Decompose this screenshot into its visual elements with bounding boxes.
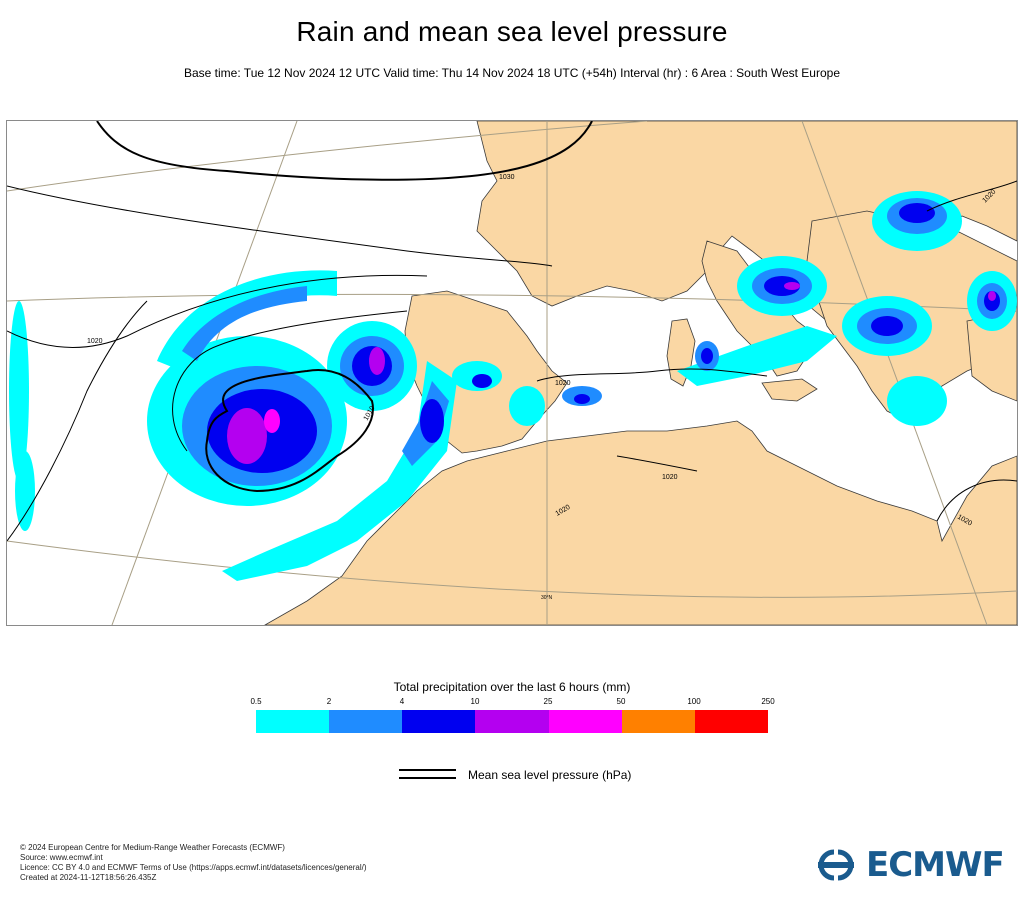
legend-tick: 25 [543,697,553,706]
isobar-label: 1020 [87,338,103,345]
map-panel[interactable]: 1030 1020 1020 1010 1020 1020 1020 1020 … [6,120,1018,626]
legend-title: Total precipitation over the last 6 hour… [393,680,631,694]
footer-line: Created at 2024-11-12T18:56:26.435Z [20,873,157,882]
legend-colorbar [256,710,768,733]
chart-title: Rain and mean sea level pressure [296,16,728,47]
legend-swatch [694,710,768,733]
footer-line: Licence: CC BY 4.0 and ECMWF Terms of Us… [20,863,367,872]
ecmwf-logo[interactable]: ECMWF [812,845,1012,885]
legend-tick: 10 [470,697,480,706]
footer-line: Source: www.ecmwf.int [20,853,103,862]
legend-tick: 2 [326,697,332,706]
legend-swatch [475,710,549,733]
graticule-layer [7,121,1017,625]
footer-line: © 2024 European Centre for Medium-Range … [20,843,285,852]
mslp-legend-line [399,769,456,779]
legend-swatch [256,710,330,733]
precip-purple [227,408,267,464]
legend-ticks: 0.5 2 4 10 25 50 100 250 [0,697,1024,709]
legend-tick: 100 [687,697,701,706]
legend-swatch [329,710,403,733]
footer-credits: © 2024 European Centre for Medium-Range … [20,843,367,883]
isobar-label: 1030 [499,174,515,181]
isobar-label: 1020 [662,474,678,481]
legend-tick: 250 [761,697,775,706]
logo-text: ECMWF [866,845,1005,885]
isobar-label: 1020 [555,380,571,387]
isobar-layer [7,121,1017,542]
land-north-africa [264,420,1017,625]
precipitation-layer [9,191,1017,581]
map-svg: 1030 1020 1020 1010 1020 1020 1020 1020 … [7,121,1017,625]
graticule-label: 30°N [541,595,553,601]
legend-swatch [621,710,695,733]
chart-subtitle: Base time: Tue 12 Nov 2024 12 UTC Valid … [184,66,840,80]
legend-tick: 50 [616,697,626,706]
land-sicily [761,378,818,402]
mslp-legend-label: Mean sea level pressure (hPa) [468,768,632,782]
precip-magenta [264,409,280,433]
legend-tick: 4 [399,697,405,706]
legend-tick: 0.5 [250,697,262,706]
legend-swatch [402,710,476,733]
legend-swatch [548,710,622,733]
ecmwf-logo-icon [818,849,854,881]
